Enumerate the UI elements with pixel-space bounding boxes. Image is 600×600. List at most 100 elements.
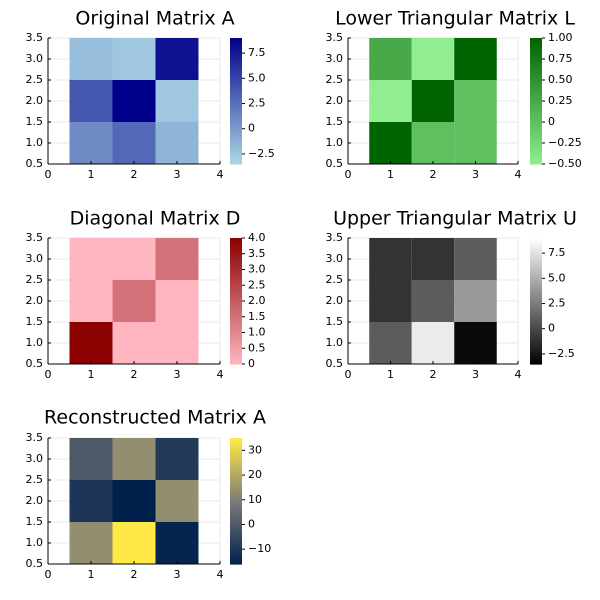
heatmap-cell [69, 238, 113, 280]
y-tick-label: 3.0 [26, 252, 44, 265]
colorbar-segment [230, 147, 242, 150]
colorbar-segment [530, 52, 542, 56]
x-tick-label: 2 [430, 168, 437, 181]
colorbar-segment [230, 494, 242, 498]
colorbar-segment [230, 71, 242, 75]
colorbar-segment [230, 338, 242, 342]
x-tick-label: 3 [174, 368, 181, 381]
colorbar-segment [530, 340, 542, 344]
y-tick-label: 0.5 [26, 357, 44, 370]
heatmap-cell [69, 322, 113, 364]
colorbar-segment [230, 324, 242, 327]
colorbar-tick-label: −0.25 [548, 136, 582, 149]
colorbar-segment [530, 143, 542, 146]
colorbar-segment [230, 469, 242, 473]
heatmap-cell [112, 238, 156, 280]
x-tick-label: 1 [88, 568, 95, 581]
colorbar-segment [530, 101, 542, 104]
heatmap-cell [155, 522, 199, 564]
colorbar-segment [530, 96, 542, 100]
heatmap-cell [112, 80, 156, 122]
colorbar-segment [530, 145, 542, 148]
colorbar-segment [230, 330, 242, 334]
heatmap-cell [155, 80, 199, 122]
colorbar-segment [530, 140, 542, 144]
colorbar-segment [230, 454, 242, 458]
colorbar-segment [230, 248, 242, 252]
colorbar-segment [530, 330, 542, 334]
colorbar-segment [230, 126, 242, 129]
heatmap-cell [369, 38, 412, 80]
x-tick-label: 4 [515, 168, 522, 181]
colorbar-segment [230, 480, 242, 483]
heatmap-panel-1: Original Matrix A 0 1 2 3 4 0.5 1.0 1.5 2.0 2.5 3.0… [26, 8, 275, 182]
colorbar-segment [230, 80, 242, 83]
colorbar-segment [230, 496, 242, 500]
colorbar-tick-label: 0 [548, 322, 555, 335]
colorbar-segment [530, 136, 542, 140]
y-tick-label: 1.5 [26, 315, 44, 328]
colorbar-segment [230, 317, 242, 321]
colorbar-segment [230, 355, 242, 359]
colorbar-segment [530, 48, 542, 52]
colorbar-segment [530, 244, 542, 247]
colorbar-segment [230, 124, 242, 127]
colorbar-segment [530, 155, 542, 159]
colorbar-tick-label: 0.5 [248, 341, 266, 354]
colorbar-segment [230, 282, 242, 285]
heatmap-cell [155, 280, 199, 322]
colorbar-segment [530, 288, 542, 292]
colorbar-segment [230, 526, 242, 529]
colorbar-tick-label: 30 [248, 443, 262, 456]
colorbar-tick-label: 5.0 [248, 71, 266, 84]
colorbar-segment [530, 265, 542, 268]
colorbar-segment [230, 153, 242, 157]
y-tick-label: 0.5 [26, 557, 44, 570]
colorbar-segment [230, 267, 242, 271]
colorbar-segment [230, 501, 242, 504]
colorbar-segment [230, 244, 242, 247]
y-tick-label: 1.0 [326, 136, 344, 149]
colorbar-segment [230, 530, 242, 534]
y-tick-label: 1.5 [26, 515, 44, 528]
colorbar-segment [530, 130, 542, 134]
colorbar-segment [530, 275, 542, 279]
colorbar-segment [530, 40, 542, 43]
colorbar-segment [230, 305, 242, 308]
colorbar-segment [230, 486, 242, 489]
heatmap-cell [369, 80, 412, 122]
heatmap-cell [369, 238, 412, 280]
colorbar-segment [530, 315, 542, 319]
colorbar-segment [230, 561, 242, 565]
colorbar-segment [530, 115, 542, 119]
colorbar-segment [230, 459, 242, 462]
colorbar-segment [530, 54, 542, 58]
colorbar-segment [230, 73, 242, 77]
y-tick-label: 1.0 [26, 536, 44, 549]
colorbar-segment [230, 63, 242, 66]
colorbar-segment [230, 549, 242, 552]
heatmap-cell [155, 322, 199, 364]
colorbar-segment [230, 490, 242, 494]
heatmap-cell [69, 38, 113, 80]
colorbar-segment [230, 155, 242, 159]
y-tick-label: 1.5 [26, 115, 44, 128]
colorbar-segment [530, 296, 542, 300]
colorbar-segment [530, 111, 542, 115]
x-tick-label: 3 [174, 568, 181, 581]
heatmap-cell [411, 80, 455, 122]
colorbar-segment [230, 252, 242, 256]
colorbar-segment [230, 328, 242, 331]
colorbar-segment [230, 343, 242, 346]
x-tick-label: 1 [387, 168, 394, 181]
colorbar-segment [230, 553, 242, 557]
colorbar-segment [530, 59, 542, 62]
colorbar-segment [230, 128, 242, 131]
colorbar-segment [230, 238, 242, 241]
colorbar-segment [230, 273, 242, 277]
colorbar-segment [530, 240, 542, 243]
colorbar-segment [230, 277, 242, 281]
colorbar-tick-label: −10 [248, 542, 271, 555]
colorbar-segment [230, 456, 242, 460]
y-tick-label: 3.0 [326, 252, 344, 265]
